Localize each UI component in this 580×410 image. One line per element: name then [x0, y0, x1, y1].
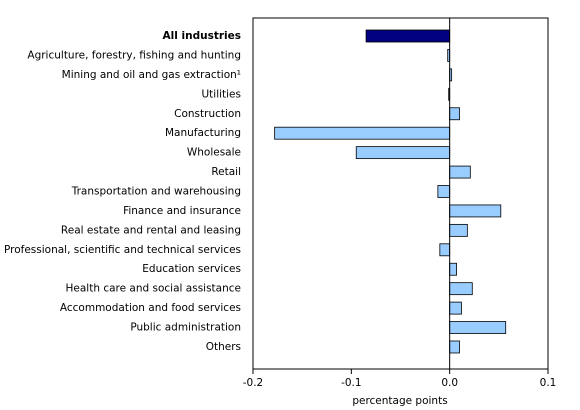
y-tick-label: Wholesale — [187, 147, 241, 159]
y-tick-label: Education services — [142, 263, 241, 275]
bar — [449, 301, 462, 315]
y-tick-label: All industries — [163, 30, 241, 42]
y-tick-label: Utilities — [201, 88, 241, 100]
bar — [437, 185, 451, 198]
bar — [449, 223, 468, 237]
x-tick-label: 0.0 — [441, 377, 458, 389]
bar — [449, 204, 502, 218]
x-tick-label: 0.1 — [540, 377, 557, 389]
bar — [274, 126, 451, 140]
plot-frame — [252, 17, 549, 370]
bar — [449, 107, 460, 121]
bar — [439, 243, 451, 257]
y-tick-label: Retail — [211, 166, 241, 178]
bar — [449, 321, 507, 334]
y-tick-label: Transportation and warehousing — [71, 186, 241, 198]
y-tick-label: Real estate and rental and leasing — [61, 224, 241, 236]
y-tick-label: Agriculture, forestry, fishing and hunti… — [27, 49, 241, 61]
bar — [449, 282, 473, 296]
y-tick-label: Health care and social assistance — [66, 283, 241, 295]
bar — [365, 29, 451, 43]
y-tick-label: Others — [206, 341, 241, 353]
y-tick-label: Construction — [174, 108, 241, 120]
y-tick-label: Public administration — [130, 322, 241, 334]
bar — [355, 146, 451, 160]
x-tick-label: -0.2 — [243, 377, 264, 389]
y-tick-label: Mining and oil and gas extraction¹ — [62, 69, 241, 81]
bar — [449, 165, 471, 179]
y-tick-label: Finance and insurance — [123, 205, 241, 217]
x-tick-label: -0.1 — [341, 377, 362, 389]
x-axis-label: percentage points — [352, 395, 447, 407]
bar — [449, 262, 457, 276]
y-tick-label: Manufacturing — [165, 127, 241, 139]
y-tick-label: Accommodation and food services — [60, 302, 241, 314]
bar — [449, 340, 460, 354]
y-tick-label: Professional, scientific and technical s… — [4, 244, 241, 256]
